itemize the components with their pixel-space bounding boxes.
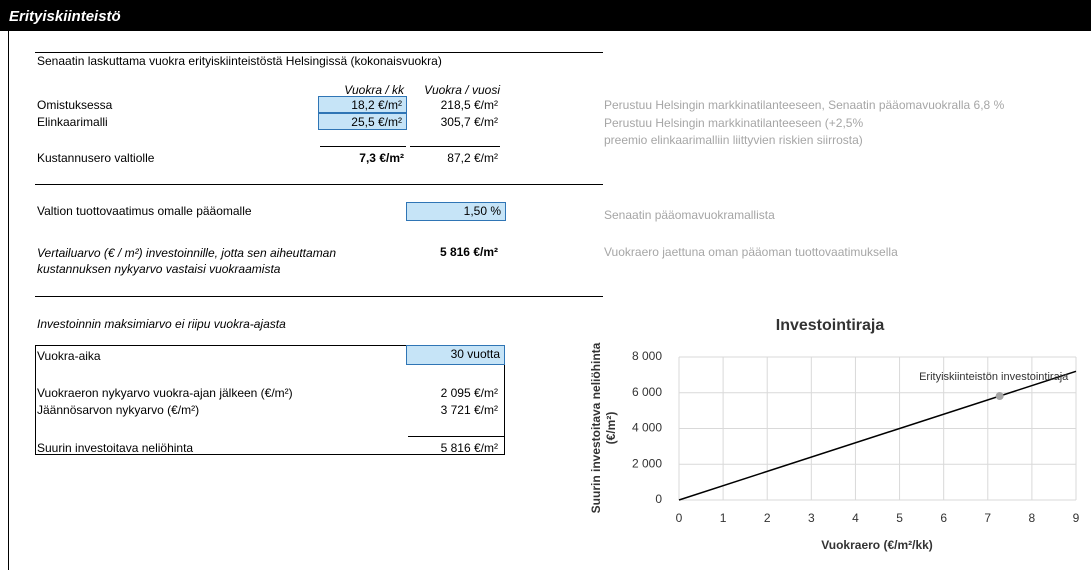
y-axis-label: Suurin investoitava neliöhinta	[589, 342, 603, 513]
y-tick-label: 4 000	[632, 421, 662, 435]
y-tick-label: 0	[655, 492, 662, 506]
divider	[35, 296, 603, 297]
sum-line	[410, 146, 500, 147]
x-tick-label: 8	[1029, 511, 1036, 525]
note: Senaatin pääomavuokramallista	[604, 208, 775, 222]
x-tick-label: 1	[720, 511, 727, 525]
row-label: Vertailuarvo (€ / m²) investoinnille, jo…	[37, 246, 337, 276]
x-tick-label: 9	[1073, 511, 1080, 525]
value: 7,3 €/m²	[359, 151, 404, 165]
title-bar	[0, 0, 1091, 31]
x-tick-label: 7	[984, 511, 991, 525]
value: 2 095 €/m²	[440, 386, 498, 400]
row-label: Suurin investoitava neliöhinta	[37, 441, 194, 455]
row-label: Vuokra-aika	[37, 349, 101, 363]
y-tick-label: 2 000	[632, 456, 662, 470]
value: 5 816 €/m²	[440, 441, 498, 455]
y-tick-label: 8 000	[632, 349, 662, 363]
point	[995, 392, 1004, 401]
y-tick-label: 6 000	[632, 385, 662, 399]
page-title: Erityiskiinteistö	[9, 8, 121, 25]
x-tick-label: 2	[764, 511, 771, 525]
note: Vuokraero jaettuna oman pääoman tuottova…	[604, 245, 898, 259]
y-axis-label: (€/m²)	[604, 412, 618, 445]
line	[678, 370, 1077, 501]
row-label: Jäännösarvon nykyarvo (€/m²)	[37, 403, 200, 417]
value: 5 816 €/m²	[439, 245, 498, 259]
section-title: Investoinnin maksimiarvo ei riipu vuokra…	[37, 317, 286, 331]
note: Perustuu Helsingin markkinatilanteeseen …	[604, 116, 864, 147]
x-axis-label: Vuokraero (€/m²/kk)	[821, 538, 933, 552]
divider	[35, 52, 603, 53]
value: 87,2 €/m²	[447, 151, 498, 165]
input-cell[interactable]: 18,2 €/m²	[318, 96, 407, 113]
sum-line	[408, 436, 505, 437]
input-cell[interactable]: 30 vuotta	[406, 345, 505, 365]
row-label: Elinkaarimalli	[37, 115, 108, 129]
column-header: Vuokra / kk	[344, 83, 404, 97]
note: Perustuu Helsingin markkinatilanteeseen,…	[604, 98, 1005, 112]
row-label: Vuokraeron nykyarvo vuokra-ajan jälkeen …	[37, 386, 293, 400]
annotation: Erityiskiinteistön investointiraja	[919, 371, 1069, 383]
section-title: Senaatin laskuttama vuokra erityiskiinte…	[37, 54, 442, 68]
divider	[35, 184, 603, 185]
input-cell[interactable]: 25,5 €/m²	[318, 113, 407, 130]
value: 3 721 €/m²	[440, 403, 498, 417]
x-tick-label: 4	[852, 511, 859, 525]
value: 218,5 €/m²	[440, 98, 498, 112]
value: 305,7 €/m²	[440, 115, 498, 129]
row-label: Valtion tuottovaatimus omalle pääomalle	[37, 204, 252, 218]
x-tick-label: 3	[808, 511, 815, 525]
x-tick-label: 0	[676, 511, 683, 525]
x-tick-label: 6	[940, 511, 947, 525]
chart-title: Investointiraja	[776, 317, 885, 334]
left-border	[8, 31, 9, 570]
row-label: Omistuksessa	[37, 98, 113, 112]
table-box	[35, 345, 505, 455]
row-label: Kustannusero valtiolle	[37, 151, 155, 165]
sum-line	[320, 146, 406, 147]
x-tick-label: 5	[896, 511, 903, 525]
input-cell[interactable]: 1,50 %	[406, 202, 506, 221]
column-header: Vuokra / vuosi	[424, 83, 500, 97]
